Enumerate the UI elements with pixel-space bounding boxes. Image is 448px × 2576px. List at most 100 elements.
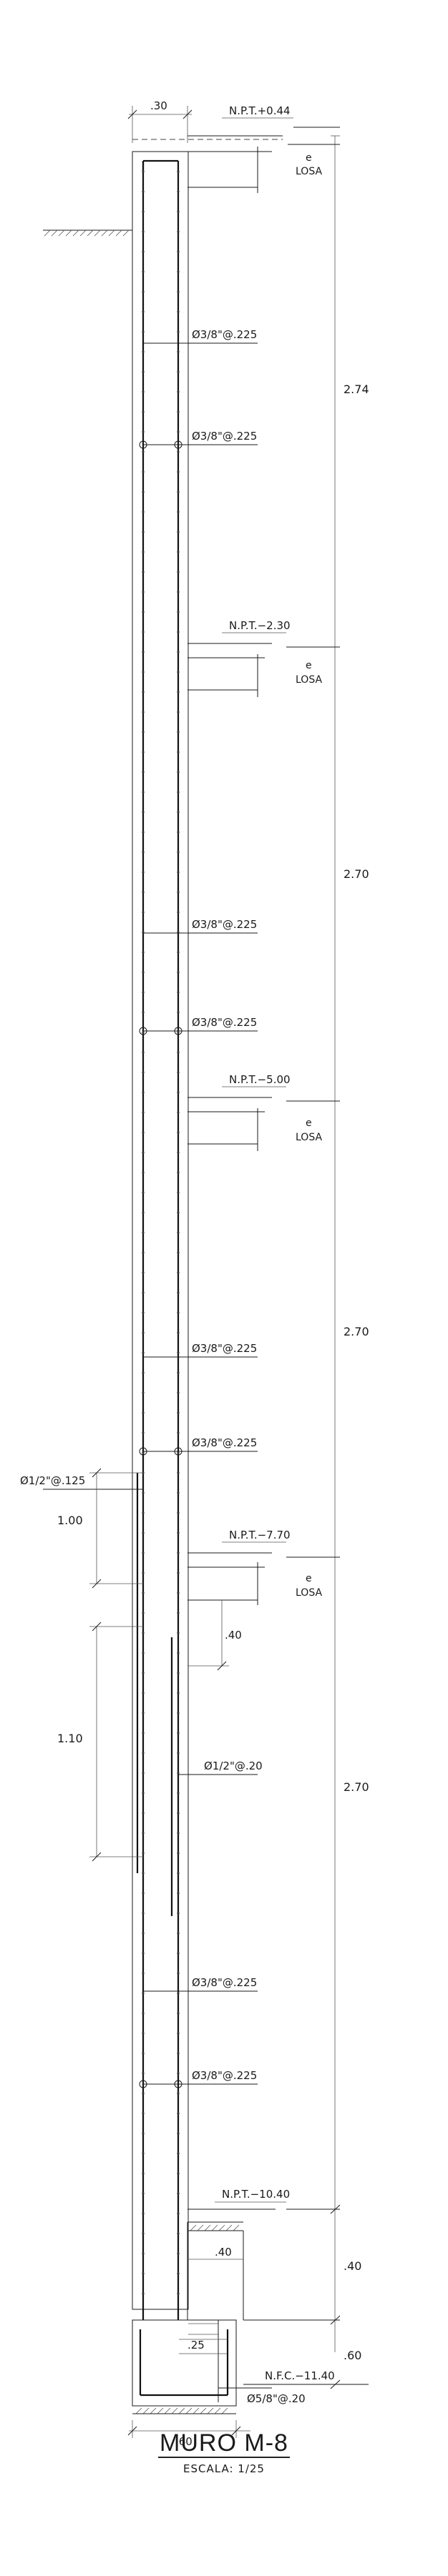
rebar-dot [177,1291,180,1294]
rebar-dot [177,1852,180,1855]
rebar-dot [142,951,145,954]
rebar-dot [142,2052,145,2055]
story-height-1: 2.74 [344,383,369,396]
rebar-dot [177,270,180,273]
rebar-dot [177,1832,180,1835]
rebar-dot [177,450,180,453]
rebar-dot [142,1191,145,1194]
rebar-dot [177,591,180,593]
rebar-dot [142,851,145,854]
rebar-dot [142,811,145,814]
rebar-dot [142,1992,145,1995]
rebar-dot [142,1551,145,1554]
rebar-dot [177,1792,180,1795]
rebar-dot [177,1071,180,1074]
footing-width-dimension: .60 [127,2420,250,2448]
level-label-5: N.P.T.−10.40 [222,2188,290,2201]
rebar-dot [142,2172,145,2175]
wall-thickness-label: .30 [150,99,167,112]
rebar-dot [177,210,180,213]
rebar-dot [142,350,145,353]
rebar-dot [177,2152,180,2155]
rebar-dot [142,571,145,573]
slab-offset-label: .40 [225,1629,242,1642]
level-5: N.P.T.−10.40 [188,2188,340,2223]
rebar-dot [177,1191,180,1194]
rebar-dot [177,2092,180,2095]
rebar-dot [177,2032,180,2035]
rebar-label-4: Ø3/8"@.225 [192,1016,257,1029]
rebar-dot [177,751,180,754]
rebar-dot [177,551,180,553]
rebar-dot [177,1692,180,1694]
rebar-dot [177,571,180,573]
rebar-dot [142,1031,145,1034]
rebar-dot [177,1952,180,1955]
rebar-dot [177,2012,180,2015]
right-bottom-dimensions: .40 .60 [243,2204,361,2389]
wall-body [132,139,283,2320]
rebar-label-7: Ø3/8"@.225 [192,1976,257,1989]
rebar-dot [142,1672,145,1674]
rebar-dot [142,2092,145,2095]
level-3: N.P.T.−5.00 e LOSA [188,1073,340,1151]
rebar-dot [142,1371,145,1374]
rebar-dot [142,1652,145,1654]
rebar-dot [177,390,180,393]
rebar-dot [142,370,145,373]
rebar-dot [177,531,180,533]
rebar-dot [142,1411,145,1414]
rebar-dot [177,1031,180,1034]
rebar-dot [177,470,180,473]
story-height-3: 2.70 [344,1325,369,1338]
rebar-dot [142,1511,145,1514]
rebar-dot [142,971,145,974]
rebar-callout-5: Ø3/8"@.225 [143,1342,258,1358]
rebar-dot [177,190,180,193]
rebar-dot [142,1832,145,1835]
rebar-dot [177,1592,180,1594]
rebar-dot [142,390,145,393]
rebar-dot [177,2272,180,2275]
rebar-label-2: Ø3/8"@.225 [192,430,257,443]
rebar-callout-3: Ø3/8"@.225 [143,918,258,934]
rebar-dot [177,410,180,413]
rebar-dots [142,170,180,2295]
rebar-dot [177,310,180,313]
story-height-4: 2.70 [344,1780,369,1794]
rebar-dot [142,1431,145,1434]
rebar-dot [142,510,145,513]
rebar-dot [177,170,180,173]
rebar-dot [177,1511,180,1514]
rebar-dot [177,1011,180,1014]
rebar-dot [142,1792,145,1795]
nfc-label: N.F.C.−11.40 [265,2369,335,2382]
rebar-label-1: Ø3/8"@.225 [192,328,257,341]
rebar-dot [177,811,180,814]
rebar-dot [142,1531,145,1534]
rebar-dot [142,1151,145,1154]
dowel-lower: 1.10 [57,1622,143,1862]
rebar-dot [177,1471,180,1474]
rebar-dot [142,290,145,293]
rebar-callout-2: Ø3/8"@.225 [139,430,258,449]
rebar-dot [177,1712,180,1714]
footing-step-label: .40 [215,2246,232,2259]
rebar-dot [142,991,145,994]
rebar-dot [142,1732,145,1734]
rebar-dot [142,1211,145,1214]
dowel-top-label: Ø1/2"@.125 [20,1474,85,1487]
rebar-dot [142,330,145,333]
rebar-dot [142,771,145,774]
level-label-3: N.P.T.−5.00 [229,1073,291,1086]
rebar-dot [177,1872,180,1875]
rebar-dot [142,531,145,533]
rebar-dot [142,751,145,754]
dowel-lower-length: 1.10 [57,1732,83,1745]
rebar-dot [142,1491,145,1494]
rebar-dot [177,691,180,694]
rebar-dot [177,731,180,734]
rebar-dot [177,2112,180,2115]
rebar-dot [142,1712,145,1714]
